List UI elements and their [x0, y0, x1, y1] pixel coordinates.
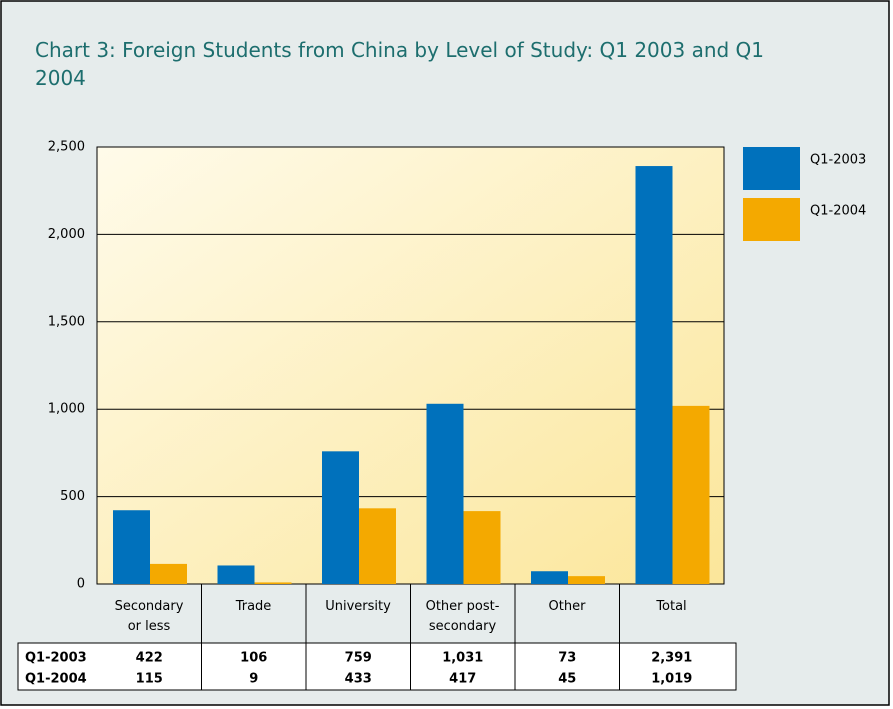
x-tick-label: Other — [548, 599, 586, 614]
data-label: 1,031 — [442, 651, 483, 666]
bar — [322, 451, 359, 584]
data-label: 759 — [345, 651, 372, 666]
data-label: 106 — [240, 651, 267, 666]
bar — [426, 403, 464, 584]
data-table — [17, 642, 737, 691]
bar — [254, 582, 292, 584]
legend-label: Q1-2003 — [810, 153, 866, 168]
data-label: 433 — [345, 672, 372, 687]
x-tick-label: Trade — [235, 599, 272, 614]
bar — [635, 166, 673, 584]
x-tick-label: Total — [656, 599, 687, 614]
data-label: 73 — [558, 651, 576, 666]
y-tick-label: 0 — [77, 577, 85, 592]
bar — [531, 571, 568, 584]
data-label: 45 — [558, 672, 576, 687]
bar — [672, 405, 710, 584]
data-label: 417 — [449, 672, 476, 687]
plot-area — [97, 147, 724, 584]
y-tick-label: 2,000 — [48, 227, 85, 242]
x-tick-label: Secondary or less — [114, 599, 184, 634]
legend-label: Q1-2004 — [810, 204, 866, 219]
x-tick-label: Other post- secondary — [425, 599, 500, 634]
y-tick-label: 1,500 — [48, 314, 85, 329]
legend-swatch — [743, 147, 800, 190]
y-tick-label: 500 — [60, 489, 85, 504]
chart-title: Chart 3: Foreign Students from China by … — [35, 38, 765, 90]
bar — [359, 508, 396, 584]
table-row-label: Q1-2003 — [25, 651, 87, 666]
data-label: 1,019 — [651, 672, 692, 687]
y-tick-label: 1,000 — [48, 402, 85, 417]
bar — [150, 563, 187, 584]
bar — [568, 576, 605, 584]
table-row-label: Q1-2004 — [25, 672, 87, 687]
bar — [217, 565, 255, 584]
data-label: 9 — [249, 672, 258, 687]
data-label: 422 — [136, 651, 163, 666]
x-tick-label: University — [325, 599, 391, 614]
y-tick-label: 2,500 — [48, 140, 85, 155]
bar — [463, 511, 501, 584]
bar — [113, 510, 150, 584]
data-label: 2,391 — [651, 651, 692, 666]
data-label: 115 — [136, 672, 163, 687]
legend-swatch — [743, 198, 800, 241]
